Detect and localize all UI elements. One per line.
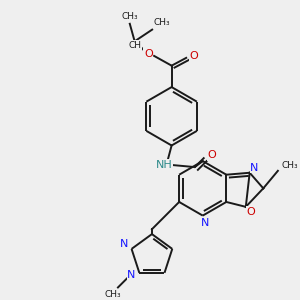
Text: N: N: [200, 218, 209, 228]
Text: CH₃: CH₃: [281, 161, 298, 170]
Text: CH₃: CH₃: [154, 18, 170, 27]
Text: CH₃: CH₃: [105, 290, 122, 299]
Text: O: O: [246, 207, 255, 217]
Text: CH₃: CH₃: [122, 13, 138, 22]
Text: NH: NH: [155, 160, 172, 170]
Text: N: N: [250, 163, 259, 173]
Text: CH: CH: [128, 41, 141, 50]
Text: N: N: [120, 239, 128, 249]
Text: O: O: [207, 150, 216, 160]
Text: O: O: [144, 49, 153, 59]
Text: N: N: [128, 270, 136, 280]
Text: O: O: [190, 51, 198, 61]
